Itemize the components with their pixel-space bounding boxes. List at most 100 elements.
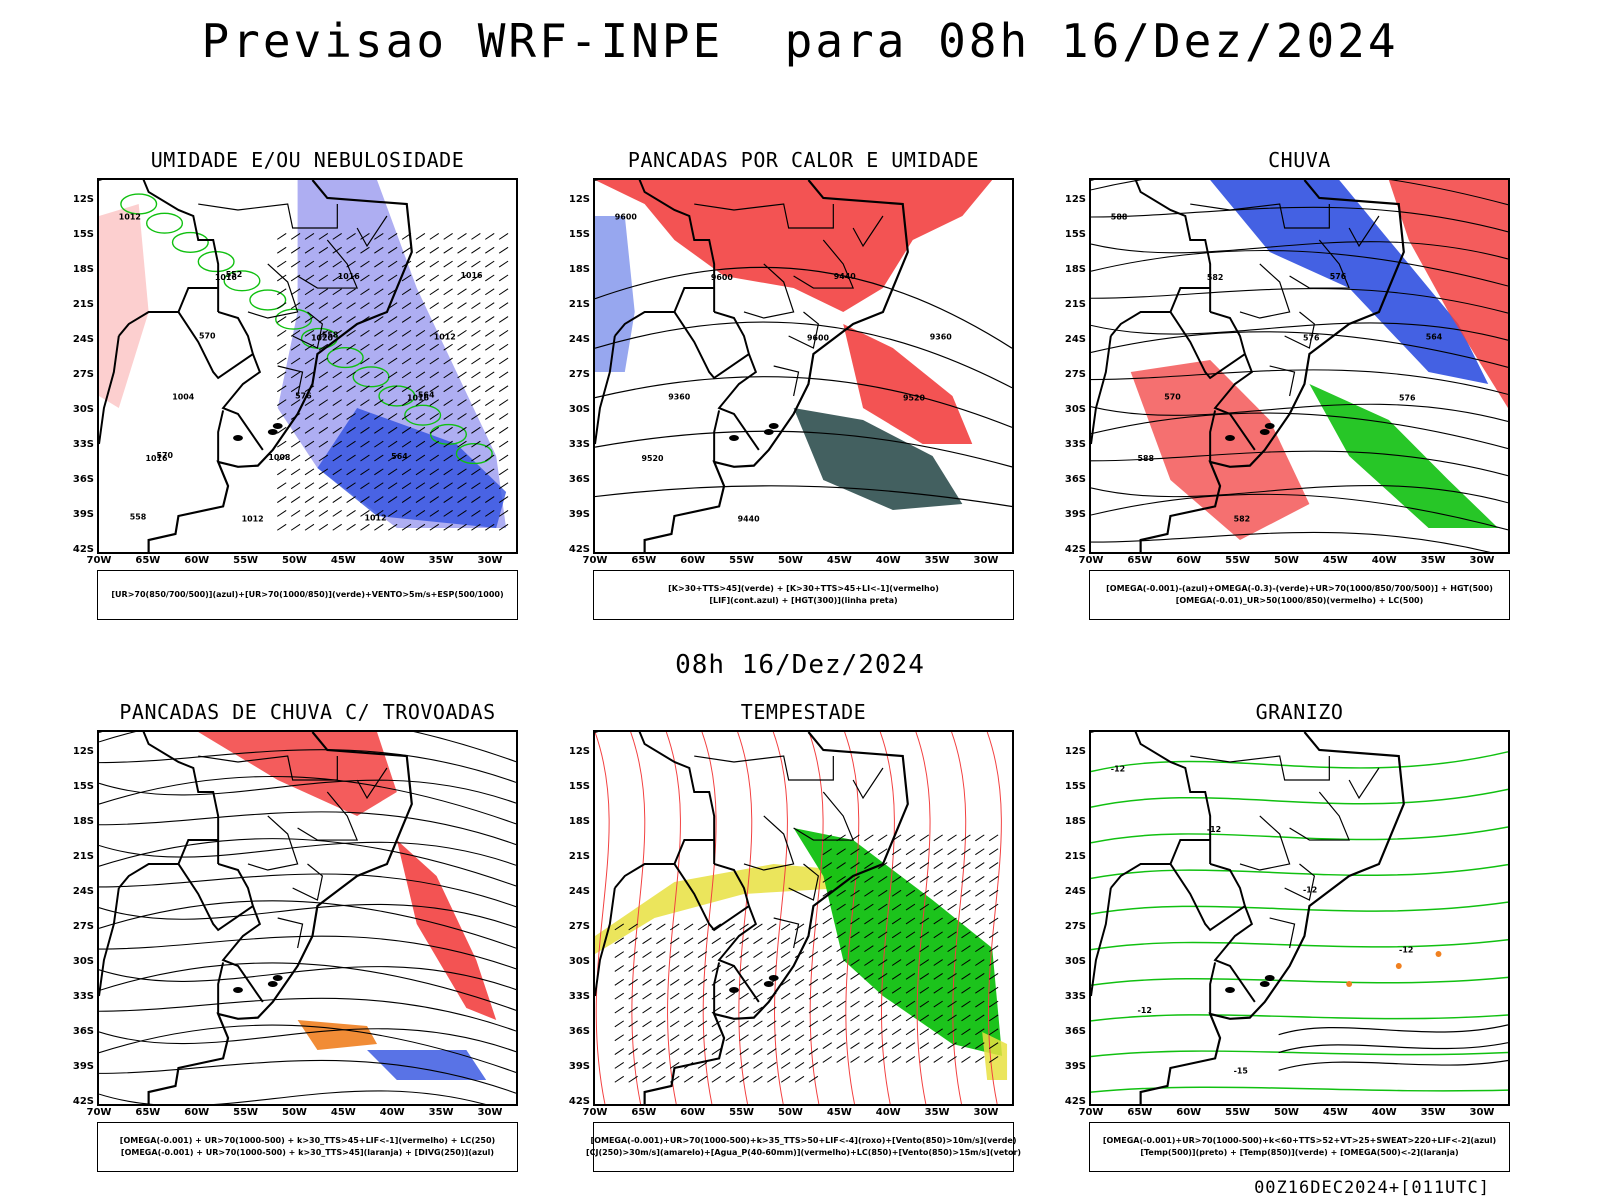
wind-vector bbox=[485, 482, 495, 490]
map-panel: -12 -12 -12 -12 -12 -15 bbox=[1089, 730, 1510, 1106]
wind-vector bbox=[614, 937, 624, 945]
wind-vector bbox=[485, 440, 495, 448]
country-border bbox=[118, 287, 219, 337]
wind-vector bbox=[905, 1028, 916, 1036]
wind-vector bbox=[332, 260, 342, 268]
wind-vector bbox=[485, 260, 495, 268]
wind-vector bbox=[919, 1042, 930, 1050]
wind-vector bbox=[988, 972, 999, 980]
wind-vector bbox=[642, 937, 652, 945]
longitude-label: 65W bbox=[1127, 555, 1153, 566]
moisture-west bbox=[99, 204, 149, 409]
wind-vector bbox=[864, 1042, 874, 1050]
wind-vector bbox=[725, 1062, 735, 1069]
green-contour bbox=[120, 193, 158, 215]
wind-vector bbox=[346, 523, 356, 531]
wind-vector bbox=[656, 992, 666, 1000]
wind-vector bbox=[415, 371, 426, 379]
wind-vector bbox=[683, 978, 694, 986]
wind-vector bbox=[947, 917, 957, 925]
wind-vector bbox=[670, 965, 680, 972]
wind-vector bbox=[975, 903, 985, 911]
wind-vector bbox=[767, 1034, 777, 1042]
wind-vector bbox=[933, 931, 943, 939]
wind-vector bbox=[711, 951, 722, 958]
wind-vector bbox=[794, 1048, 805, 1055]
wind-vector bbox=[780, 965, 791, 972]
wind-vector bbox=[346, 510, 356, 517]
country-border bbox=[614, 287, 715, 337]
wind-vector bbox=[933, 1000, 943, 1008]
country-border bbox=[177, 863, 255, 932]
wind-vector bbox=[822, 945, 833, 953]
temp850-contour bbox=[1091, 788, 1508, 808]
longitude-label: 70W bbox=[86, 1107, 112, 1118]
temp850-contour bbox=[1091, 901, 1508, 915]
wind-vector bbox=[457, 454, 467, 462]
wind-vector bbox=[864, 848, 874, 856]
wind-vector bbox=[753, 951, 763, 958]
wind-vector bbox=[822, 876, 833, 883]
wind-vector bbox=[387, 468, 398, 476]
streamline bbox=[99, 873, 516, 908]
wind-vector bbox=[891, 876, 902, 883]
country-border bbox=[1169, 311, 1247, 380]
wind-vector bbox=[277, 233, 287, 240]
state-border bbox=[793, 791, 855, 841]
footer-run-info: 00Z16DEC2024+[011UTC] bbox=[1254, 1178, 1490, 1198]
wind-vector bbox=[290, 454, 301, 462]
wind-vector bbox=[933, 945, 943, 953]
contour-label: 576 bbox=[295, 392, 312, 401]
wind-vector bbox=[670, 937, 680, 945]
latitude-label: 21S bbox=[568, 851, 590, 862]
wind-vector bbox=[471, 343, 481, 351]
wind-vector bbox=[457, 426, 467, 434]
wind-vector bbox=[656, 965, 666, 972]
latitude-label: 39S bbox=[568, 509, 590, 520]
wind-vector bbox=[374, 246, 384, 254]
panel-legend: [K>30+TTS>45](verde) + [K>30+TTS>45+LI<-… bbox=[593, 570, 1014, 620]
wind-vector bbox=[919, 1028, 930, 1036]
country-border bbox=[1091, 887, 1112, 997]
wind-vector bbox=[304, 371, 315, 379]
wind-vector bbox=[374, 302, 384, 310]
streamline bbox=[99, 1028, 516, 1053]
wind-vector bbox=[683, 1034, 694, 1042]
wind-vector bbox=[332, 413, 342, 420]
wind-vector bbox=[628, 1034, 638, 1042]
longitude-label: 60W bbox=[1176, 1107, 1202, 1118]
contour-label: 1016 bbox=[215, 273, 238, 282]
latitude-label: 30S bbox=[568, 956, 590, 967]
wind-vector bbox=[374, 343, 384, 351]
contour-label: 564 bbox=[1426, 332, 1443, 341]
wind-vector bbox=[975, 972, 985, 980]
contour-label: 552 bbox=[226, 270, 243, 279]
wind-vector bbox=[485, 523, 495, 531]
wind-vector bbox=[277, 302, 287, 310]
wind-vector bbox=[471, 482, 481, 490]
wind-vector bbox=[401, 357, 412, 365]
wind-vector bbox=[780, 951, 791, 958]
wind-vector bbox=[670, 978, 680, 986]
wind-vector bbox=[318, 316, 329, 323]
wind-vector bbox=[697, 1006, 708, 1014]
wind-vector bbox=[808, 1075, 819, 1083]
wind-vector bbox=[683, 1075, 694, 1083]
contour-label: 1012 bbox=[242, 514, 264, 523]
wind-vector bbox=[457, 357, 467, 365]
map-panel: 1012 1016 1020 1016 1016 1012 1016 1012 1004 1008… bbox=[97, 178, 518, 554]
latitude-label: 24S bbox=[1064, 886, 1086, 897]
hgt-contour bbox=[595, 430, 1012, 468]
wind-vector bbox=[318, 274, 329, 282]
contour-label: 570 bbox=[199, 331, 216, 340]
longitude-label: 40W bbox=[379, 555, 405, 566]
legend-line: [OMEGA(-0.001) + UR>70(1000-500) + k>30_… bbox=[119, 1136, 496, 1145]
map-panel: 9600 9600 9600 9520 9520 9440 9440 9360 9360 bbox=[593, 178, 1014, 554]
wind-vector bbox=[498, 329, 509, 337]
contour-label: 1012 bbox=[434, 332, 456, 341]
wind-vector bbox=[471, 440, 481, 448]
wind-vector bbox=[471, 288, 481, 296]
wind-vector bbox=[961, 862, 971, 869]
wind-vector bbox=[905, 1014, 916, 1022]
